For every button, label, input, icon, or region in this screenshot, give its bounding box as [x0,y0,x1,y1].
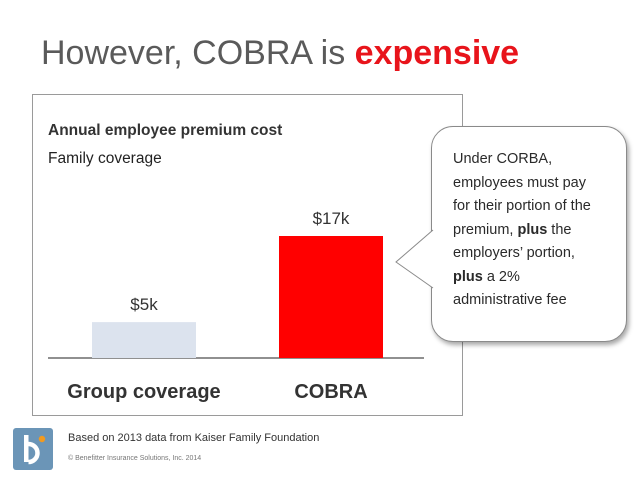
callout-line: administrative fee [453,292,567,308]
callout-text-segment: the [547,221,572,238]
callout-bold-plus: plus [453,268,483,285]
callout-text-segment: a 2% [482,268,520,285]
callout-text: Under CORBA, employees must pay for thei… [453,148,619,313]
logo-b-icon [24,435,46,465]
bar-group-coverage [92,322,196,358]
callout-line: employers’ portion, [453,245,575,261]
callout-line: Under CORBA, [453,151,553,167]
callout-line: employees must pay [453,174,586,191]
slide-title-emphasis: expensive [354,34,520,72]
slide-title: However, COBRA is expensive [41,34,519,73]
data-label: $5k [130,295,158,314]
slide-title-text: However, COBRA is [41,34,355,72]
data-label: $17k [313,209,350,228]
bar-cobra [279,236,383,358]
callout-box [431,126,627,342]
callout-line: for their portion of the [453,198,591,214]
benefitter-logo [13,428,53,470]
callout-line: plus a 2% [453,266,619,290]
callout-text-segment: premium, [453,221,518,238]
category-label: COBRA [294,381,367,403]
category-label: Group coverage [67,381,220,403]
chart-subtitle: Family coverage [48,150,162,167]
copyright-text: © Benefitter Insurance Solutions, Inc. 2… [68,455,202,462]
callout-bold-plus: plus [517,221,548,238]
callout-line: premium, plus the [453,219,619,243]
source-note: Based on 2013 data from Kaiser Family Fo… [68,432,320,444]
chart-title: Annual employee premium cost [48,122,283,139]
